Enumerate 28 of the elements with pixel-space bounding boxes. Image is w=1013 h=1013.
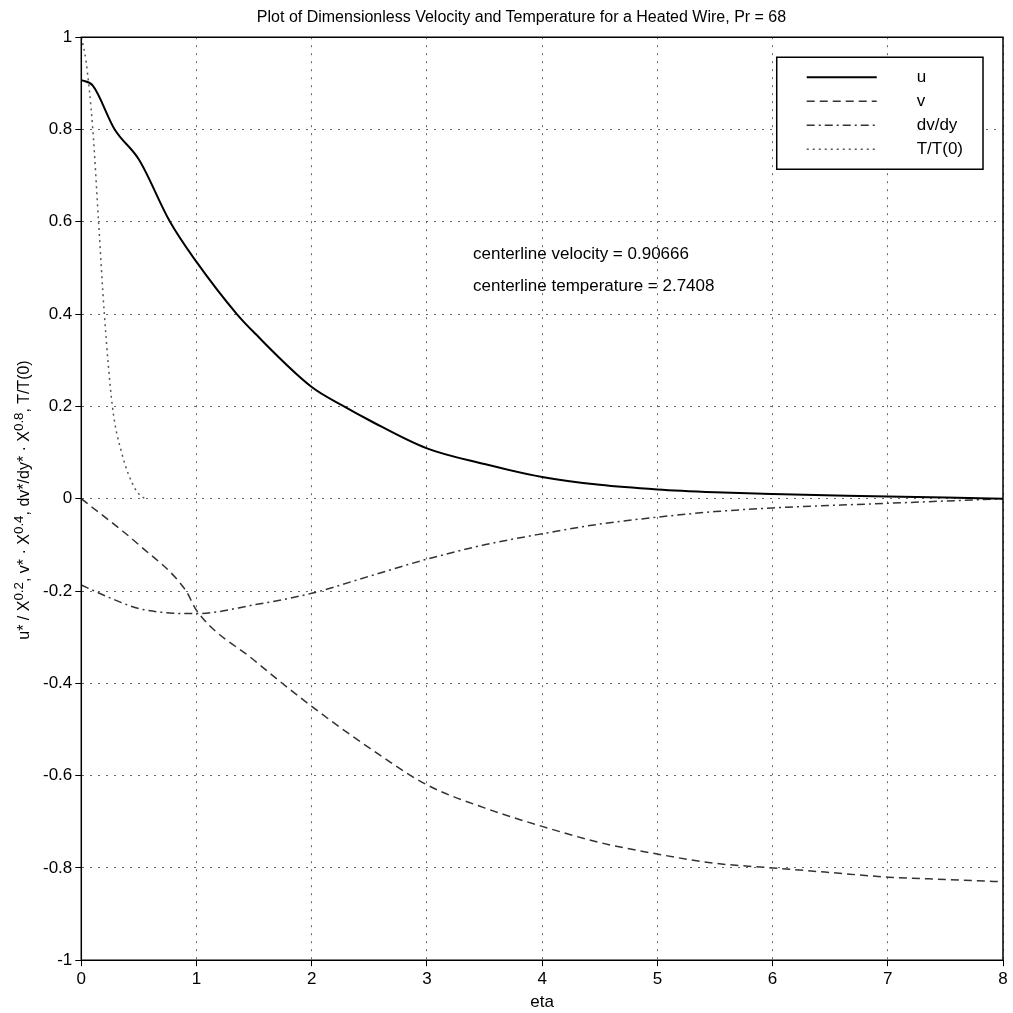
x-tick-label: 7 <box>883 969 893 989</box>
legend-label: T/T(0) <box>916 138 964 158</box>
chart-title: Plot of Dimensionless Velocity and Temperature for a Heated Wire, Pr = 68 <box>256 8 787 26</box>
y-tick-label: 0.6 <box>48 211 73 231</box>
legend-label: v <box>916 90 926 110</box>
y-tick-label: 0 <box>62 488 73 508</box>
y-tick-label: 0.4 <box>48 303 73 323</box>
x-axis-title: eta <box>530 992 555 1012</box>
annotation: centerline temperature = 2.7408 <box>473 275 715 295</box>
y-tick-label: -0.4 <box>43 672 73 692</box>
x-tick-label: 6 <box>767 969 778 989</box>
y-tick-label: 0.8 <box>48 119 73 139</box>
x-tick-label: 4 <box>537 969 547 989</box>
x-tick-label: 8 <box>998 969 1008 989</box>
x-tick-label: 5 <box>652 969 663 989</box>
legend-label: dv/dy <box>916 114 958 134</box>
annotation: centerline velocity = 0.90666 <box>473 243 689 263</box>
y-tick-label: -0.2 <box>43 580 73 600</box>
y-tick-label: -1 <box>57 949 73 969</box>
y-tick-label: -0.6 <box>43 765 73 785</box>
x-tick-label: 2 <box>306 969 317 989</box>
y-tick-label: -0.8 <box>43 857 73 877</box>
x-tick-label: 1 <box>191 969 202 989</box>
x-tick-label: 0 <box>76 969 87 989</box>
y-tick-label: 0.2 <box>48 396 73 416</box>
legend-label: u <box>916 66 927 86</box>
x-tick-label: 3 <box>422 969 432 989</box>
y-tick-label: 1 <box>62 26 73 46</box>
